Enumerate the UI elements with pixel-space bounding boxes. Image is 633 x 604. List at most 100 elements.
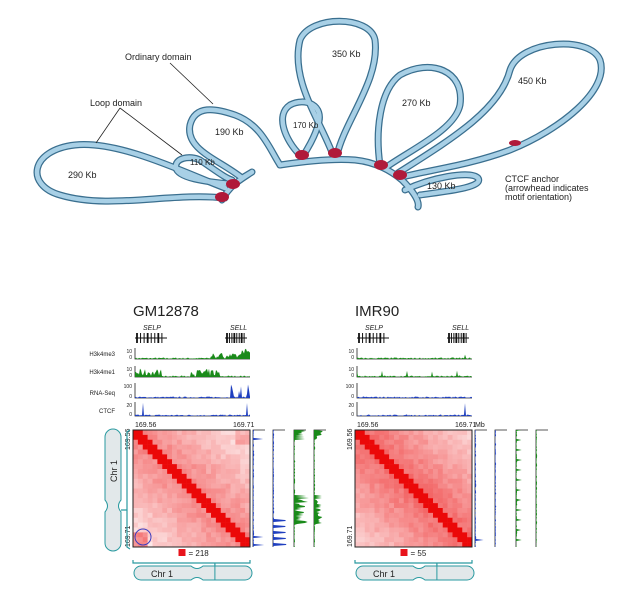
heatmap-cell (245, 473, 251, 480)
heatmap-cell (157, 508, 163, 514)
heatmap-cell (374, 522, 380, 528)
heatmap-cell (442, 532, 448, 538)
heatmap-cell (181, 483, 187, 489)
heatmap-cell (172, 493, 178, 499)
heatmap-cell (186, 464, 192, 470)
heatmap-cell (398, 473, 405, 480)
heatmap-cell (147, 488, 153, 494)
heatmap-cell (433, 473, 439, 480)
heatmap-cell (172, 473, 178, 480)
heatmap-cell (462, 439, 468, 445)
heatmap-cell (220, 532, 226, 538)
heatmap-cell (157, 542, 163, 548)
heatmap-cell (162, 503, 168, 509)
heatmap-cell (245, 493, 251, 499)
loop-label: 350 Kb (332, 49, 361, 59)
heatmap-cell (437, 469, 444, 475)
heatmap-cell (447, 483, 453, 489)
heatmap-cell (191, 517, 197, 523)
heatmap-cell (147, 512, 153, 519)
heatmap-cell (369, 434, 375, 441)
heatmap-cell (172, 469, 178, 475)
heatmap-cell (201, 459, 207, 465)
heatmap-cell (452, 483, 458, 489)
heatmap-cell (452, 459, 458, 465)
heatmap-cell (201, 483, 207, 489)
heatmap-cell (186, 444, 192, 450)
heatmap-cell (230, 454, 236, 460)
heatmap-cell (384, 464, 390, 470)
heatmap-cell (389, 517, 395, 523)
ctcf-anchor-icon (374, 160, 388, 170)
heatmap-cell (211, 449, 217, 455)
heatmap-cell (147, 532, 153, 538)
heatmap-cell (137, 430, 144, 436)
scale-value: = 218 (189, 549, 210, 558)
heatmap-cell (467, 473, 473, 480)
heatmap-cell (152, 532, 158, 538)
heatmap-cell (447, 503, 453, 509)
heatmap-cell (408, 542, 414, 548)
heatmap-cell (437, 508, 444, 514)
signal-track (135, 368, 250, 377)
heatmap-cell (408, 498, 414, 504)
heatmap-cell (442, 527, 448, 533)
heatmap-cell (235, 498, 241, 504)
heatmap-cell (447, 454, 453, 460)
heatmap-cell (359, 493, 366, 499)
heatmap-cell (225, 464, 231, 470)
heatmap-cell (162, 527, 168, 533)
heatmap-cell (428, 527, 434, 533)
heatmap-cell (403, 488, 409, 494)
heatmap-cell (369, 454, 375, 460)
heatmap-cell (452, 439, 458, 445)
heatmap-cell (220, 498, 226, 504)
heatmap-cell (369, 488, 375, 494)
heatmap-cell (437, 483, 444, 489)
heatmap-cell (359, 459, 366, 465)
heatmap-cell (152, 527, 158, 533)
heatmap-cell (196, 542, 202, 548)
heatmap-cell (442, 517, 448, 523)
heatmap-cell (389, 522, 395, 528)
panel-title: IMR90 (355, 303, 399, 320)
heatmap-cell (462, 483, 468, 489)
heatmap-cell (211, 469, 217, 475)
heatmap-cell (186, 454, 192, 460)
heatmap-cell (418, 532, 424, 538)
heatmap-cell (423, 434, 429, 441)
heatmap-cell (447, 527, 453, 533)
heatmap-cell (167, 512, 173, 519)
heatmap-cell (211, 508, 217, 514)
heatmap-cell (240, 498, 246, 504)
heatmap-cell (374, 532, 380, 538)
heatmap-cell (133, 430, 139, 436)
heatmap-cell (428, 542, 434, 548)
heatmap-cell (355, 430, 361, 436)
heatmap-cell (162, 508, 168, 514)
heatmap-cell (355, 434, 361, 441)
heatmap-cell (359, 473, 366, 480)
heatmap-cell (437, 488, 444, 494)
heatmap-cell (201, 444, 207, 450)
heatmap-cell (220, 542, 226, 548)
heatmap-cell (418, 512, 424, 519)
heatmap-cell (413, 434, 419, 441)
heatmap-cell (433, 522, 439, 528)
heatmap-cell (379, 517, 385, 523)
heatmap-cell (211, 537, 217, 543)
side-signal-track (516, 430, 522, 547)
heatmap-cell (176, 517, 183, 523)
heatmap-cell (462, 469, 468, 475)
heatmap-cell (176, 532, 183, 538)
heatmap-cell (147, 483, 153, 489)
y-end: 169.71 (125, 525, 132, 547)
heatmap-cell (462, 444, 468, 450)
heatmap-cell (359, 498, 366, 504)
heatmap-cell (413, 542, 419, 548)
heatmap-cell (230, 512, 236, 519)
heatmap-cell (206, 483, 212, 489)
heatmap-cell (384, 459, 390, 465)
heatmap-cell (433, 508, 439, 514)
heatmap-cell (447, 522, 453, 528)
